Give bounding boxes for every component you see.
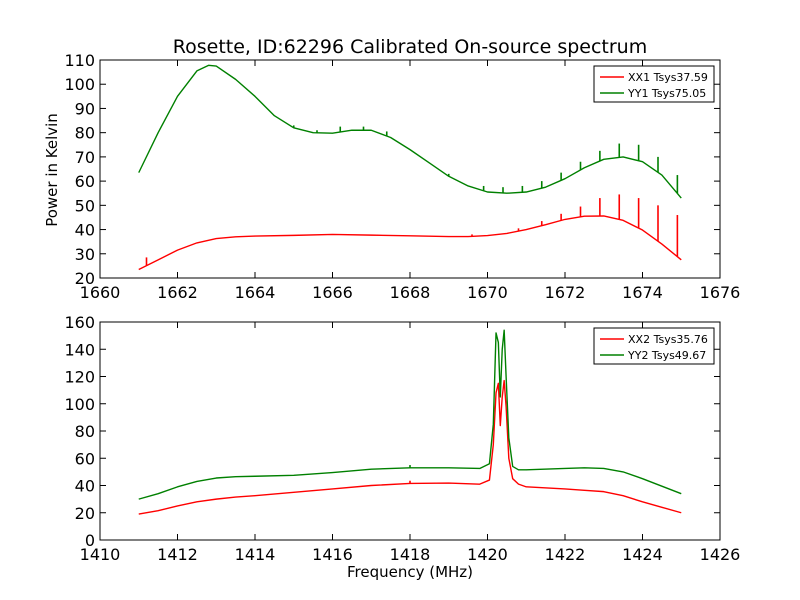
chart-2-series-line-1 (138, 379, 682, 515)
chart-2-legend-entry-2: YY2 Tsys49.67 (627, 349, 706, 362)
chart-1-legend-entry-1: XX1 Tsys37.59 (628, 71, 708, 84)
chart-1-y-tick-label-2: 30 (75, 245, 95, 264)
plot-top-panel: 1660 1662 1664 1666 1668 1670 1672 1674 1676 20 30… (64, 51, 740, 302)
figure-title: Rosette, ID:62296 Calibrated On-source s… (173, 36, 647, 58)
chart-1-x-tick-label-5: 1668 (390, 283, 431, 302)
chart-1-x-tick-label-1: 1660 (80, 283, 121, 302)
chart-1-y-tick-label-5: 60 (75, 172, 95, 191)
chart-2-x-tick-label-8: 1424 (622, 545, 663, 564)
chart-2-y-tick-label-1: 0 (85, 531, 95, 550)
chart-1-legend-box (593, 65, 715, 103)
chart-1-y-tick-label-4: 50 (75, 196, 95, 215)
chart-1-y-tick-label-7: 80 (75, 124, 95, 143)
chart-1-y-tick-label-6: 70 (75, 148, 95, 167)
chart-2-y-tick-label-4: 60 (75, 449, 95, 468)
chart-2-x-tick-label-1: 1410 (80, 545, 121, 564)
chart-2-legend-box (593, 327, 715, 365)
chart-2-x-tick-label-7: 1422 (545, 545, 586, 564)
chart-2-y-tick-label-9: 160 (64, 313, 95, 332)
chart-1-x-tick-label-4: 1666 (312, 283, 353, 302)
y-axis-label: Power in Kelvin (43, 113, 61, 227)
chart-1-legend: XX1 Tsys37.59 YY1 Tsys75.05 (593, 65, 715, 103)
plot-bottom-panel: 1410 1412 1414 1416 1418 1420 1422 1424 1426 0 20 4… (64, 313, 740, 564)
chart-1-x-tick-label-9: 1676 (700, 283, 741, 302)
chart-1-x-tick-label-2: 1662 (157, 283, 198, 302)
chart-2-y-tick-label-8: 140 (64, 340, 95, 359)
chart-2-x-tick-label-2: 1412 (157, 545, 198, 564)
chart-1-x-tick-label-6: 1670 (467, 283, 508, 302)
chart-1-y-tick-label-9: 100 (64, 75, 95, 94)
chart-2-x-tick-label-6: 1420 (467, 545, 508, 564)
chart-2-series-line-2 (138, 329, 682, 500)
chart-1-x-tick-label-3: 1664 (235, 283, 276, 302)
x-axis-label: Frequency (MHz) (347, 563, 473, 581)
chart-1-y-tick-label-10: 110 (64, 51, 95, 70)
chart-2-legend: XX2 Tsys35.76 YY2 Tsys49.67 (593, 327, 715, 365)
chart-2-x-tick-label-4: 1416 (312, 545, 353, 564)
chart-1-x-tick-label-7: 1672 (545, 283, 586, 302)
chart-2-x-tick-label-9: 1426 (700, 545, 741, 564)
chart-1-series-line-1 (138, 215, 682, 271)
chart-2-y-tick-label-6: 100 (64, 395, 95, 414)
chart-1-y-tick-label-1: 20 (75, 269, 95, 288)
chart-2-y-tick-label-5: 80 (75, 422, 95, 441)
chart-1-legend-entry-2: YY1 Tsys75.05 (627, 87, 706, 100)
chart-1-x-tick-label-8: 1674 (622, 283, 663, 302)
chart-2-x-tick-label-5: 1418 (390, 545, 431, 564)
chart-2-x-tick-label-3: 1414 (235, 545, 276, 564)
chart-2-y-tick-label-2: 20 (75, 504, 95, 523)
chart-2-y-tick-label-7: 120 (64, 368, 95, 387)
chart-2-y-tick-label-3: 40 (75, 477, 95, 496)
chart-2-legend-entry-1: XX2 Tsys35.76 (628, 333, 708, 346)
chart-1-y-tick-label-3: 40 (75, 221, 95, 240)
chart-1-series-line-2 (138, 64, 682, 199)
chart-1-y-tick-label-8: 90 (75, 99, 95, 118)
